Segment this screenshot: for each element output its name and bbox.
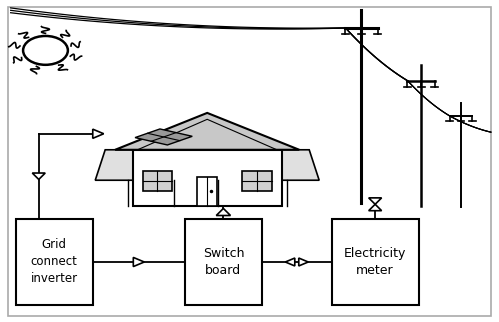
Polygon shape (93, 129, 104, 138)
Polygon shape (299, 258, 308, 266)
Bar (143, 171, 172, 192)
Polygon shape (369, 204, 382, 211)
Polygon shape (95, 150, 319, 180)
Text: Switch
board: Switch board (203, 247, 244, 277)
Bar (242, 171, 272, 192)
Bar (133, 150, 282, 206)
Bar (185, 219, 262, 305)
Bar (15, 219, 93, 305)
Bar (332, 219, 419, 305)
FancyBboxPatch shape (8, 7, 491, 317)
Text: Electricity
meter: Electricity meter (344, 247, 406, 277)
Polygon shape (32, 173, 45, 179)
Bar (197, 177, 217, 206)
Polygon shape (135, 129, 192, 145)
Polygon shape (285, 258, 295, 266)
Text: Grid
connect
inverter: Grid connect inverter (30, 239, 78, 286)
Polygon shape (216, 208, 231, 215)
Polygon shape (133, 257, 144, 267)
Polygon shape (115, 113, 299, 150)
Polygon shape (369, 198, 382, 204)
